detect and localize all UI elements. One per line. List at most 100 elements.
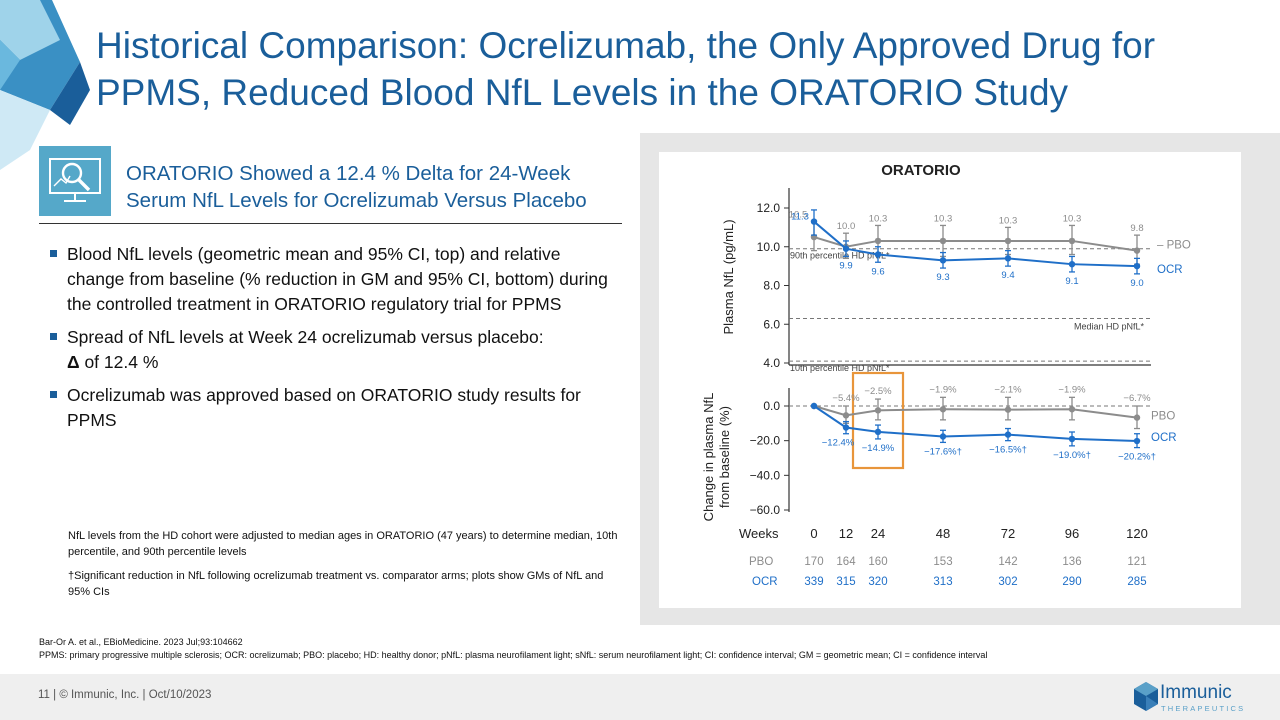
data-point <box>1004 431 1012 438</box>
data-label: −6.7% <box>1123 393 1151 404</box>
data-point <box>874 428 882 436</box>
bottom-y-tick-label: −60.0 <box>750 503 781 517</box>
data-point <box>1133 247 1141 254</box>
data-label: −17.6%† <box>924 446 962 457</box>
data-point <box>1068 406 1076 413</box>
footer-text: 11 | © Immunic, Inc. | Oct/10/2023 <box>38 689 212 701</box>
top-y-tick-label: 12.0 <box>757 201 781 215</box>
data-point <box>1004 406 1012 413</box>
delta-symbol: Δ <box>67 352 80 372</box>
top-y-tick-label: 6.0 <box>763 317 780 331</box>
data-label: 9.3 <box>936 272 949 283</box>
data-label: 10.3 <box>1063 213 1082 224</box>
logo-tagline: THERAPEUTICS <box>1161 704 1246 713</box>
data-point <box>874 237 882 245</box>
n-at-risk-ocr: 285 <box>1127 576 1146 588</box>
bullet-square-icon <box>50 250 57 257</box>
bullet-square-icon <box>50 391 57 398</box>
n-row-label-ocr: OCR <box>752 576 778 588</box>
data-point <box>842 245 850 252</box>
series-legend-pbo: – PBO <box>1157 240 1191 252</box>
data-point <box>939 406 947 413</box>
bullet-item: Ocrelizumab was approved based on ORATOR… <box>50 383 620 433</box>
oratorio-chart: ORATORIO 12.0 10.0 8.0 6.0 4.0 Plasma NfL (pg/… <box>701 162 1191 588</box>
series-legend-ocr: OCR <box>1157 264 1183 276</box>
data-label: 10.0 <box>837 221 856 232</box>
footnote-significance: †Significant reduction in NfL following … <box>68 570 604 598</box>
data-point <box>1068 260 1076 268</box>
bullet-list: Blood NfL levels (geometric mean and 95%… <box>50 242 620 441</box>
references: Bar-Or A. et al., EBioMedicine. 2023 Jul… <box>39 636 1259 662</box>
x-tick-label: 48 <box>936 526 950 541</box>
abbreviations: PPMS: primary progressive multiple scler… <box>39 650 988 660</box>
citation: Bar-Or A. et al., EBioMedicine. 2023 Jul… <box>39 637 243 647</box>
n-at-risk-ocr: 339 <box>804 576 823 588</box>
n-row-label-pbo: PBO <box>749 556 773 568</box>
data-label: −12.4% <box>822 438 855 449</box>
data-point <box>1068 237 1076 245</box>
data-label: 9.6 <box>871 266 884 277</box>
data-point <box>1068 435 1076 443</box>
data-label: 10.3 <box>869 213 888 224</box>
week24-highlight-box <box>851 371 905 470</box>
n-at-risk-pbo: 170 <box>804 556 823 568</box>
data-label: 9.0 <box>1130 278 1143 289</box>
chart-card <box>659 152 1241 608</box>
data-point <box>842 424 850 431</box>
n-at-risk-pbo: 160 <box>868 556 887 568</box>
data-point <box>1133 437 1141 445</box>
bottom-y-axis-label: Change in plasma NfL <box>701 393 716 522</box>
data-label: 9.9 <box>839 260 852 271</box>
data-label: −14.9% <box>862 443 895 454</box>
n-at-risk-ocr: 290 <box>1062 576 1081 588</box>
data-label: −16.5%† <box>989 445 1027 456</box>
data-point <box>874 407 882 414</box>
data-point <box>939 237 947 245</box>
data-label: 11.3 <box>791 212 809 223</box>
bullet-item: Spread of NfL levels at Week 24 ocrelizu… <box>50 325 620 375</box>
n-at-risk-ocr: 313 <box>933 576 952 588</box>
data-label: 10.3 <box>934 213 953 224</box>
n-at-risk-pbo: 121 <box>1127 556 1146 568</box>
immunic-logo-icon <box>1134 682 1158 711</box>
data-point <box>810 402 818 410</box>
bottom-y-tick-label: −40.0 <box>750 468 781 482</box>
subheading-divider <box>39 223 622 224</box>
data-label: −2.1% <box>994 384 1022 395</box>
data-label: 9.1 <box>1065 276 1078 287</box>
n-at-risk-ocr: 302 <box>998 576 1017 588</box>
n-at-risk-pbo: 153 <box>933 556 952 568</box>
data-point <box>1133 262 1141 270</box>
data-label: 9.8 <box>1130 223 1143 234</box>
series-legend-ocr: OCR <box>1151 432 1177 444</box>
n-at-risk-pbo: 164 <box>836 556 856 568</box>
x-tick-label: 0 <box>810 526 817 541</box>
bottom-y-tick-label: 0.0 <box>763 399 780 413</box>
data-label: −1.9% <box>929 384 957 395</box>
page-title: Historical Comparison: Ocrelizumab, the … <box>96 25 1156 113</box>
data-point <box>939 257 947 264</box>
bottom-y-axis-label: from baseline (%) <box>717 406 732 508</box>
data-point <box>1133 414 1141 421</box>
n-at-risk-pbo: 142 <box>998 556 1017 568</box>
data-label: 10.5 <box>789 210 808 221</box>
data-point <box>842 412 850 419</box>
reference-line-label: 10th percentile HD pNfL* <box>790 363 890 373</box>
footnote-hd-cohort: NfL levels from the HD cohort were adjus… <box>68 530 618 558</box>
section-subheading: ORATORIO Showed a 12.4 % Delta for 24-We… <box>126 162 587 212</box>
top-y-tick-label: 4.0 <box>763 356 780 370</box>
data-point <box>810 218 818 225</box>
data-label: −1.9% <box>1058 384 1086 395</box>
data-label: −5.4% <box>832 393 860 404</box>
logo-wordmark: Immunic <box>1160 682 1232 703</box>
data-label: −20.2%† <box>1118 452 1156 463</box>
data-point <box>939 433 947 440</box>
monitor-search-icon <box>39 146 111 216</box>
chart-title: ORATORIO <box>881 162 961 179</box>
data-label: 10.3 <box>999 215 1018 226</box>
data-label: −2.5% <box>864 386 892 397</box>
n-at-risk-pbo: 136 <box>1062 556 1081 568</box>
reference-line-label: Median HD pNfL* <box>1074 321 1145 331</box>
top-y-tick-label: 10.0 <box>757 240 781 254</box>
x-tick-label: 12 <box>839 526 853 541</box>
